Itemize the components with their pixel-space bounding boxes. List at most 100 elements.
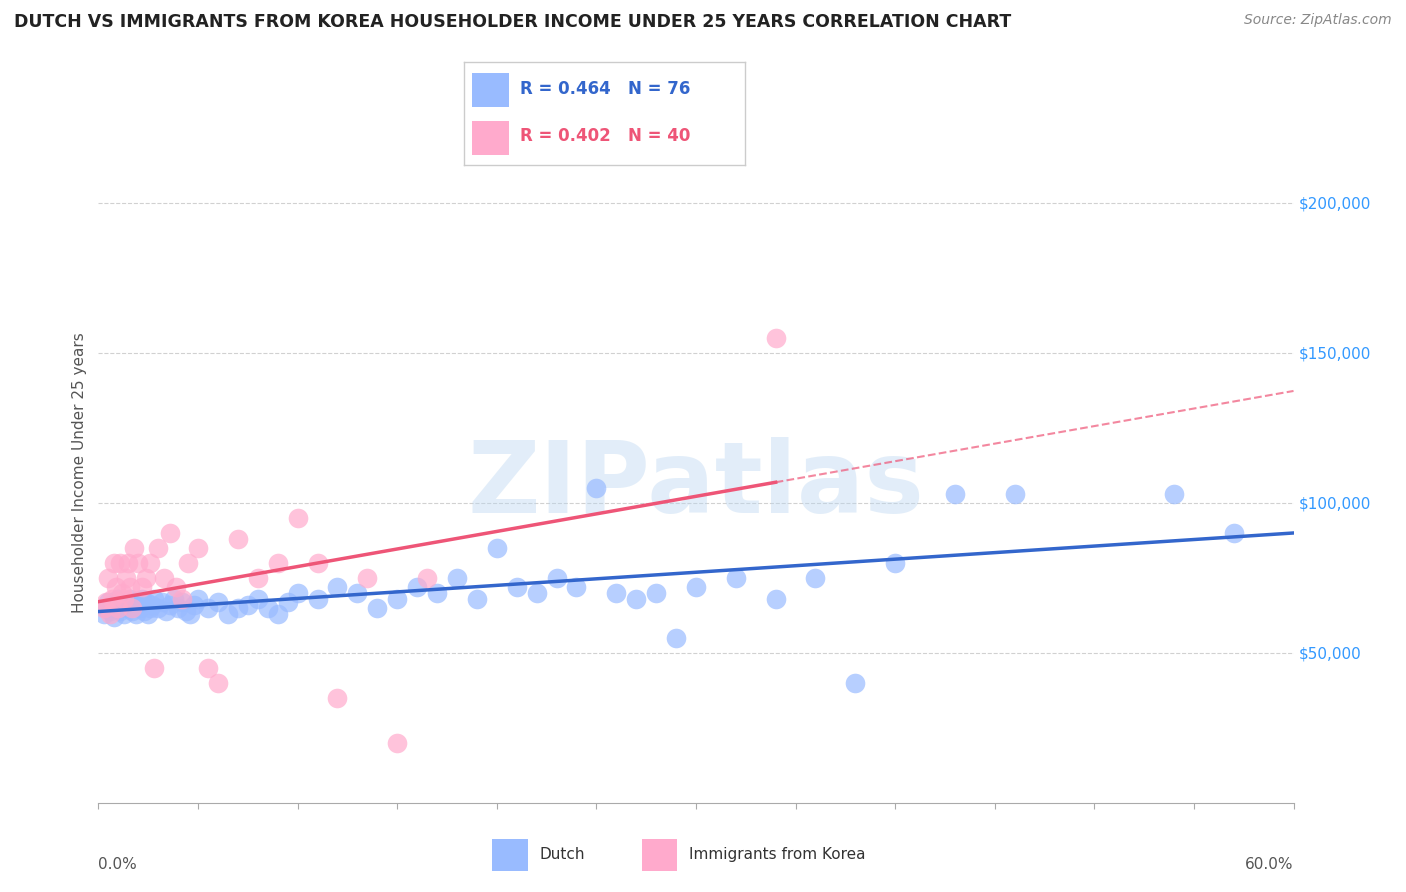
Point [177,556,200,570]
Point [217,607,239,621]
Point [665,631,688,645]
Point [266,556,290,570]
Y-axis label: Householder Income Under 25 years: Householder Income Under 25 years [72,333,87,613]
Point [346,586,368,600]
Point [139,556,162,570]
Point [98,604,122,618]
Point [127,598,149,612]
FancyBboxPatch shape [641,839,678,871]
Point [884,556,907,570]
Point [124,541,146,555]
Point [685,580,707,594]
Point [416,571,439,585]
Point [546,571,568,585]
Point [307,556,329,570]
Point [136,607,159,621]
Point [97,571,120,585]
Text: DUTCH VS IMMIGRANTS FROM KOREA HOUSEHOLDER INCOME UNDER 25 YEARS CORRELATION CHA: DUTCH VS IMMIGRANTS FROM KOREA HOUSEHOLD… [14,13,1011,31]
Text: R = 0.464   N = 76: R = 0.464 N = 76 [520,79,690,97]
Point [148,600,170,615]
Point [207,675,229,690]
Point [159,525,181,540]
Point [135,595,157,609]
Point [174,604,197,618]
Point [111,595,134,609]
Point [103,556,125,570]
Point [167,600,190,615]
Point [426,586,449,600]
Point [153,571,176,585]
Point [117,600,139,615]
Text: 60.0%: 60.0% [1246,857,1294,871]
Point [121,600,143,615]
Point [287,510,309,524]
Text: ZIPatlas: ZIPatlas [468,437,924,534]
Point [107,591,129,606]
Point [96,595,118,609]
Point [226,600,249,615]
Point [624,591,647,606]
Point [287,586,309,600]
Point [197,600,219,615]
Point [246,571,269,585]
Point [1163,487,1185,501]
Text: Dutch: Dutch [540,847,585,862]
Point [105,600,128,615]
Point [1004,487,1026,501]
Point [236,598,259,612]
Point [97,595,120,609]
Point [115,598,138,612]
Point [110,604,132,618]
Point [134,604,156,618]
Point [406,580,429,594]
Point [844,675,866,690]
FancyBboxPatch shape [472,73,509,106]
Point [141,598,163,612]
Point [96,600,118,615]
Text: Source: ZipAtlas.com: Source: ZipAtlas.com [1244,13,1392,28]
Point [172,591,194,606]
Point [93,607,115,621]
Point [506,580,529,594]
Point [266,607,290,621]
Point [111,586,134,600]
Point [131,580,153,594]
Point [131,591,153,606]
Point [121,604,143,618]
Point [197,661,219,675]
Point [139,600,162,615]
Text: Immigrants from Korea: Immigrants from Korea [689,847,866,862]
Point [804,571,827,585]
Point [485,541,508,555]
Point [765,331,787,345]
FancyBboxPatch shape [492,839,527,871]
FancyBboxPatch shape [472,121,509,155]
Point [93,600,115,615]
Point [256,600,278,615]
Point [645,586,668,600]
Point [246,591,269,606]
Point [124,595,146,609]
Point [385,591,408,606]
Point [207,595,229,609]
Point [226,532,249,546]
Point [326,580,349,594]
Point [172,595,194,609]
Point [129,600,152,615]
Point [127,556,149,570]
Point [117,556,139,570]
Point [277,595,299,609]
Point [125,607,148,621]
Point [183,598,205,612]
Point [143,591,166,606]
Point [465,591,488,606]
Point [356,571,378,585]
Text: R = 0.402   N = 40: R = 0.402 N = 40 [520,128,690,145]
Point [101,591,124,606]
Point [585,481,607,495]
Point [112,591,135,606]
Point [103,609,125,624]
Point [366,600,388,615]
Point [385,736,408,750]
Point [526,586,548,600]
